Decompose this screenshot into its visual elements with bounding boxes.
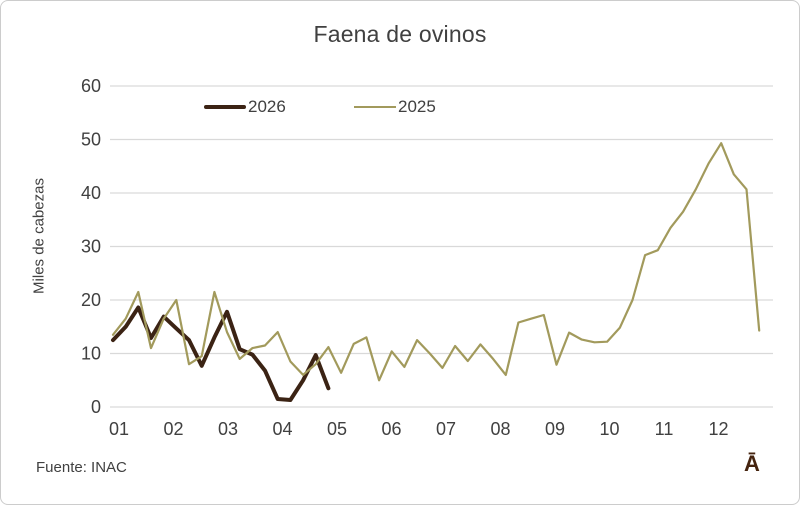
x-tick-label: 05 — [327, 419, 347, 439]
legend-label-2025: 2025 — [398, 97, 436, 116]
legend-item-2026: 2026 — [204, 97, 286, 117]
y-tick-label: 0 — [91, 397, 101, 417]
x-tick-label: 03 — [218, 419, 238, 439]
chart-title: Faena de ovinos — [313, 21, 487, 47]
chart-legend: 2026 2025 — [1, 97, 799, 117]
y-axis-title: Miles de cabezas — [30, 178, 48, 294]
x-tick-label: 01 — [109, 419, 129, 439]
y-tick-label: 40 — [81, 183, 101, 203]
source-note: Fuente: INAC — [36, 459, 127, 476]
legend-line-icon-2025 — [354, 106, 396, 108]
x-tick-label: 04 — [272, 419, 292, 439]
y-tick-label: 50 — [81, 130, 101, 150]
x-tick-label: 10 — [599, 419, 619, 439]
y-tick-label: 30 — [81, 237, 101, 257]
y-tick-label: 10 — [81, 344, 101, 364]
y-tick-label: 60 — [81, 76, 101, 96]
y-tick-label: 20 — [81, 290, 101, 310]
x-tick-label: 09 — [545, 419, 565, 439]
x-tick-label: 11 — [655, 419, 674, 439]
legend-item-2025: 2025 — [354, 97, 436, 117]
x-tick-label: 07 — [436, 419, 456, 439]
legend-label-2026: 2026 — [248, 97, 286, 116]
x-tick-label: 02 — [163, 419, 183, 439]
x-tick-label: 08 — [490, 419, 510, 439]
x-tick-label: 12 — [708, 419, 728, 439]
series-line-2025 — [111, 142, 761, 382]
watermark-glyph: Ā — [744, 451, 760, 476]
legend-line-icon-2026 — [204, 105, 246, 109]
series-line-2026 — [111, 305, 331, 402]
x-tick-label: 06 — [381, 419, 401, 439]
